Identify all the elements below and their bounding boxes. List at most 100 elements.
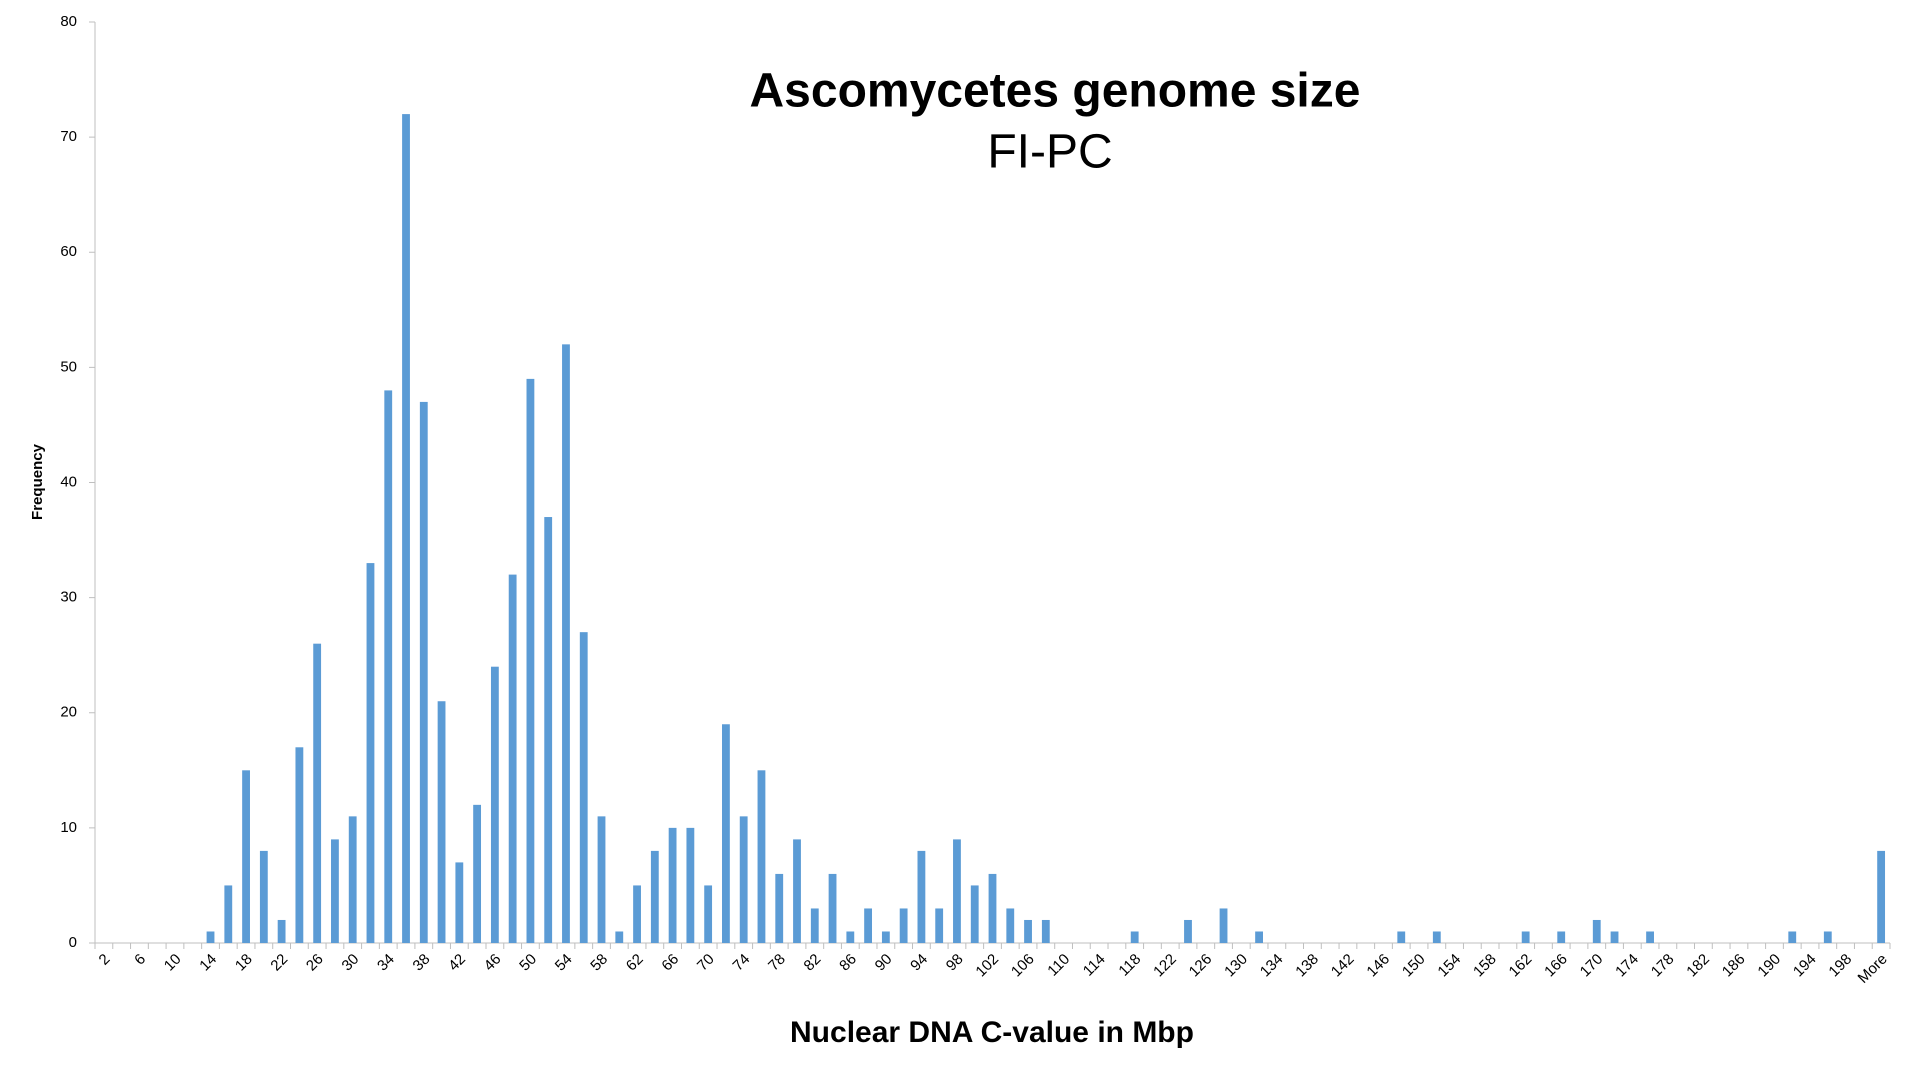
x-tick-label: 14	[196, 951, 220, 975]
x-axis-label: Nuclear DNA C-value in Mbp	[790, 1016, 1194, 1049]
x-tick-label: 122	[1150, 951, 1180, 981]
bar	[1432, 931, 1441, 943]
bar	[562, 344, 570, 944]
bar	[242, 770, 250, 943]
x-tick-label: 170	[1577, 951, 1607, 981]
bar	[419, 401, 428, 944]
bar	[455, 862, 464, 943]
bar	[224, 885, 233, 943]
x-tick-label: 154	[1434, 951, 1464, 981]
bar	[1557, 931, 1566, 943]
bar	[1041, 919, 1050, 943]
x-tick-label: 134	[1257, 951, 1287, 981]
x-tick-label: 186	[1719, 951, 1749, 981]
x-tick-label: 102	[972, 951, 1002, 981]
x-tick-label: 34	[374, 951, 398, 975]
bar	[775, 873, 784, 943]
bar	[206, 931, 215, 943]
bar	[366, 563, 375, 943]
bar	[259, 850, 268, 943]
bar	[970, 885, 979, 943]
bar	[384, 390, 393, 943]
bar	[295, 747, 304, 943]
bar	[722, 724, 730, 943]
chart-title: Ascomycetes genome size	[750, 65, 1361, 118]
bar	[881, 931, 890, 943]
bar	[1006, 908, 1015, 943]
bar	[1397, 931, 1406, 943]
x-tick-label: 78	[765, 951, 789, 975]
y-tick-label: 80	[60, 13, 77, 30]
bar	[1788, 931, 1797, 943]
x-tick-label: 126	[1186, 951, 1216, 981]
bar	[508, 574, 517, 943]
chart-subtitle: FI-PC	[987, 126, 1112, 179]
bar	[953, 839, 961, 943]
x-tick-label: 6	[131, 951, 149, 969]
x-tick-label: 86	[836, 951, 860, 975]
x-tick-label: 190	[1754, 951, 1784, 981]
bar	[579, 632, 588, 943]
x-tick-label: 90	[872, 951, 896, 975]
bar	[1219, 908, 1228, 943]
bar	[686, 827, 695, 943]
x-tick-label: 138	[1292, 951, 1322, 981]
bar	[1024, 919, 1032, 943]
x-tick-label: 98	[943, 951, 967, 975]
x-tick-label: 146	[1363, 951, 1393, 981]
bar	[1877, 850, 1886, 943]
bar	[473, 804, 482, 943]
x-tick-label: 182	[1683, 951, 1713, 981]
y-tick-label: 10	[60, 819, 77, 836]
bar	[633, 885, 641, 943]
bar	[1592, 919, 1601, 943]
bar	[1610, 931, 1619, 943]
x-tick-label: 194	[1790, 951, 1820, 981]
bar	[313, 643, 322, 943]
x-tick-label: More	[1855, 951, 1891, 987]
x-tick-label: 82	[801, 951, 825, 975]
bar	[597, 816, 606, 943]
y-axis-label: Frequency	[29, 443, 46, 520]
bar	[331, 839, 339, 943]
bar	[793, 839, 801, 943]
bar	[739, 816, 748, 943]
x-tick-label: 18	[232, 951, 256, 975]
x-tick-label: 178	[1648, 951, 1678, 981]
x-tick-label: 94	[907, 951, 931, 975]
bar	[650, 850, 659, 943]
bar	[490, 666, 499, 943]
x-tick-label: 58	[587, 951, 611, 975]
bar	[704, 885, 713, 943]
x-tick-label: 30	[339, 951, 363, 975]
y-tick-label: 30	[60, 589, 77, 606]
bar	[828, 873, 837, 943]
x-tick-label: 158	[1470, 951, 1500, 981]
bar	[526, 378, 535, 943]
x-tick-label: 66	[658, 951, 682, 975]
bar	[615, 931, 624, 943]
x-tick-label: 2	[96, 951, 114, 969]
bar	[810, 908, 819, 943]
x-tick-label: 162	[1506, 951, 1536, 981]
y-tick-label: 70	[60, 128, 77, 145]
x-tick-label: 70	[694, 951, 718, 975]
x-tick-label: 46	[481, 951, 505, 975]
x-tick-label: 26	[303, 951, 327, 975]
x-tick-label: 38	[410, 951, 434, 975]
x-tick-label: 54	[552, 951, 576, 975]
bar	[1646, 931, 1654, 943]
x-tick-label: 110	[1044, 951, 1073, 980]
x-tick-label: 42	[445, 951, 469, 975]
bar	[544, 517, 553, 943]
x-tick-label: 118	[1115, 951, 1144, 980]
bar	[988, 873, 997, 943]
x-tick-label: 174	[1612, 951, 1642, 981]
x-tick-label: 50	[516, 951, 540, 975]
bar	[402, 114, 410, 944]
x-tick-label: 22	[267, 951, 291, 975]
y-tick-label: 40	[60, 473, 77, 490]
y-tick-label: 0	[69, 934, 77, 951]
x-tick-label: 198	[1825, 951, 1855, 981]
